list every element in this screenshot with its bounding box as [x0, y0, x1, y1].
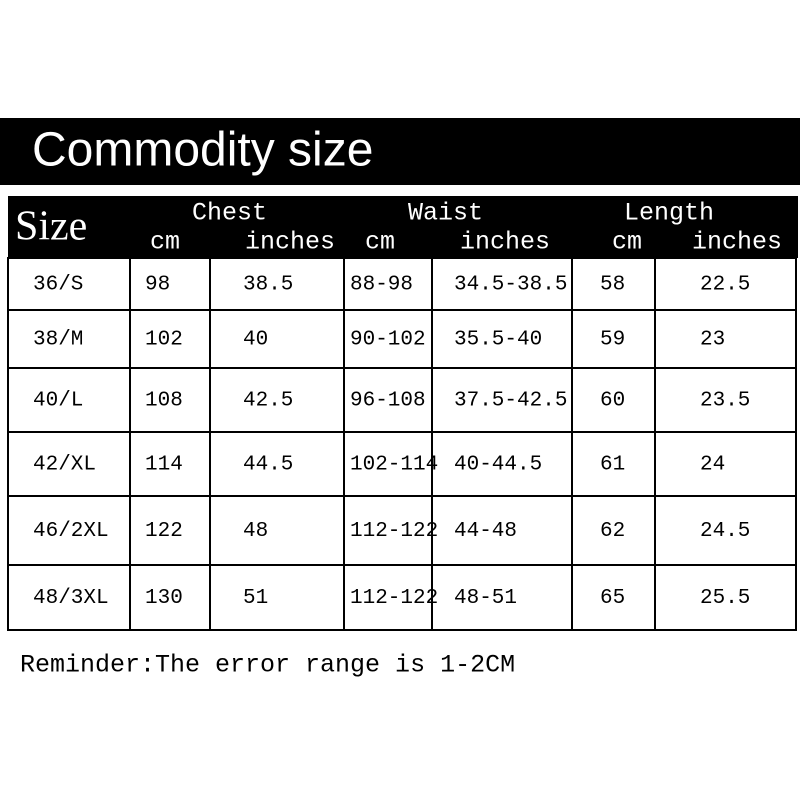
size-header: Size: [15, 204, 87, 250]
table-cell: 24.5: [700, 520, 750, 543]
table-cell: 23: [700, 329, 725, 352]
group-header: Chest: [192, 199, 267, 228]
table-cell: 90-102: [350, 329, 426, 352]
table-cell: 40/L: [33, 390, 83, 413]
table-cell: 34.5-38.5: [454, 274, 567, 297]
table-cell: 24: [700, 454, 725, 477]
table-cell: 60: [600, 390, 625, 413]
unit-header: inches: [692, 228, 782, 257]
table-cell: 38/M: [33, 329, 83, 352]
table-cell: 61: [600, 454, 625, 477]
table-cell: 130: [145, 587, 183, 610]
table-cell: 59: [600, 329, 625, 352]
table-cell: 35.5-40: [454, 329, 542, 352]
unit-header: inches: [245, 228, 335, 257]
table-cell: 88-98: [350, 274, 413, 297]
table-cell: 98: [145, 274, 170, 297]
table-cell: 40: [243, 329, 268, 352]
table-cell: 40-44.5: [454, 454, 542, 477]
table-cell: 22.5: [700, 274, 750, 297]
table-cell: 108: [145, 390, 183, 413]
table-cell: 114: [145, 454, 183, 477]
unit-header: inches: [460, 228, 550, 257]
table-cell: 25.5: [700, 587, 750, 610]
table-cell: 58: [600, 274, 625, 297]
table-cell: 42/XL: [33, 454, 96, 477]
table-grid: [7, 257, 797, 631]
header-row: [8, 196, 798, 258]
title: Commodity size: [32, 124, 373, 177]
table-cell: 44.5: [243, 454, 293, 477]
footer-note: Reminder:The error range is 1-2CM: [20, 651, 515, 680]
table-cell: 38.5: [243, 274, 293, 297]
table-cell: 48/3XL: [33, 587, 109, 610]
table-cell: 112-122: [350, 587, 438, 610]
table-cell: 37.5-42.5: [454, 390, 567, 413]
table-cell: 96-108: [350, 390, 426, 413]
title-banner: [0, 118, 800, 185]
table-cell: 112-122: [350, 520, 438, 543]
table-cell: 48: [243, 520, 268, 543]
table-cell: 42.5: [243, 390, 293, 413]
group-header: Length: [624, 199, 714, 228]
unit-header: cm: [612, 228, 642, 257]
table-cell: 122: [145, 520, 183, 543]
table-cell: 65: [600, 587, 625, 610]
group-header: Waist: [408, 199, 483, 228]
table-cell: 23.5: [700, 390, 750, 413]
table-cell: 62: [600, 520, 625, 543]
table-cell: 36/S: [33, 274, 83, 297]
table-cell: 51: [243, 587, 268, 610]
table-cell: 102: [145, 329, 183, 352]
table-cell: 102-114: [350, 454, 438, 477]
table-cell: 44-48: [454, 520, 517, 543]
unit-header: cm: [365, 228, 395, 257]
table-cell: 48-51: [454, 587, 517, 610]
table-cell: 46/2XL: [33, 520, 109, 543]
unit-header: cm: [150, 228, 180, 257]
